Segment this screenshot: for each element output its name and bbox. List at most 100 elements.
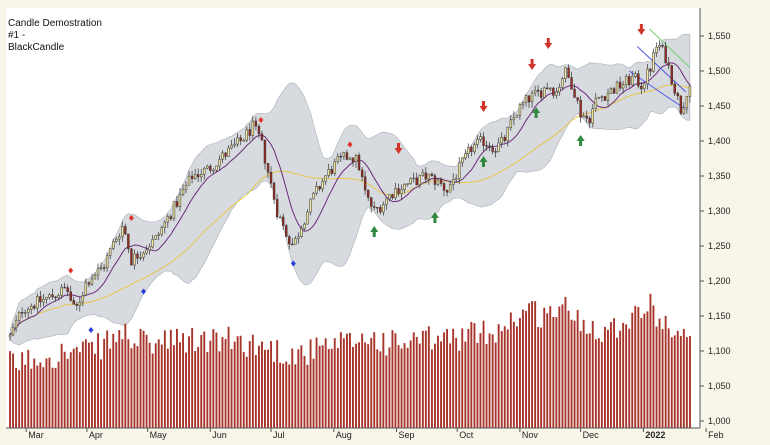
candle-down	[351, 157, 355, 163]
volume-bar	[148, 342, 151, 428]
candle-down	[69, 291, 72, 301]
chart-title-line-3: BlackCandle	[8, 42, 65, 53]
candle-down	[291, 243, 294, 246]
volume-bar	[179, 342, 181, 428]
candle-down	[39, 296, 42, 303]
candle-up	[564, 67, 567, 79]
volume-bar	[24, 364, 27, 428]
x-tick-label: Aug	[336, 430, 352, 440]
candle-up	[23, 312, 27, 314]
candle-down	[661, 45, 664, 47]
candle-up	[406, 183, 409, 185]
candle-up	[93, 274, 97, 280]
candle-up	[30, 305, 33, 310]
candle-down	[272, 182, 276, 200]
volume-bar	[94, 353, 96, 428]
volume-bar	[336, 348, 339, 428]
volume-bar	[349, 333, 351, 428]
candle-down	[124, 226, 127, 235]
volume-bar	[531, 301, 533, 428]
x-tick-label: Jul	[273, 430, 285, 440]
volume-bar	[51, 367, 54, 428]
candle-up	[448, 184, 452, 193]
trend-line-blue	[636, 46, 687, 93]
candle-down	[640, 85, 643, 90]
candle-down	[570, 77, 573, 90]
candle-down	[433, 175, 437, 185]
volume-bar	[564, 296, 567, 428]
volume-bar	[610, 322, 612, 428]
volume-bar	[391, 330, 394, 428]
signal-markers	[68, 24, 646, 333]
candle-up	[148, 246, 151, 251]
volume-bar	[619, 330, 622, 428]
volume-bar	[546, 313, 549, 428]
volume-bars	[9, 293, 691, 428]
chart-title-line-2: #1 -	[8, 30, 25, 41]
volume-bar	[118, 330, 121, 428]
candle-down	[51, 294, 54, 298]
volume-bar	[607, 329, 609, 428]
candle-up	[582, 115, 585, 118]
volume-bar	[303, 355, 306, 428]
volume-bar	[604, 326, 606, 428]
volume-bar	[342, 338, 345, 428]
volume-bar	[640, 318, 643, 428]
candle-down	[491, 147, 494, 152]
volume-bar	[294, 364, 297, 428]
volume-bar	[267, 349, 269, 428]
volume-bar	[600, 341, 603, 428]
volume-bar	[157, 339, 160, 428]
volume-bar	[15, 368, 17, 428]
candle-down	[257, 125, 261, 135]
volume-bar	[461, 328, 464, 428]
candle-up	[45, 297, 48, 300]
candle-up	[321, 181, 324, 190]
candle-down	[637, 73, 640, 87]
candle-up	[17, 312, 21, 321]
volume-bar	[258, 345, 260, 428]
y-tick-label: 1,150	[708, 311, 731, 321]
volume-bar	[573, 320, 576, 428]
volume-bar	[297, 349, 300, 428]
candle-down	[576, 97, 579, 101]
candle-up	[48, 294, 51, 298]
volume-bar	[394, 333, 397, 428]
volume-bar	[537, 327, 540, 428]
volume-bar	[100, 359, 102, 428]
candle-up	[242, 139, 245, 142]
candle-down	[664, 46, 667, 64]
candle-up	[218, 159, 221, 167]
volume-bar	[306, 364, 309, 428]
candle-up	[105, 255, 109, 269]
volume-bar	[370, 337, 373, 428]
candle-down	[676, 93, 679, 97]
candle-down	[263, 140, 267, 164]
candle-down	[20, 312, 24, 314]
volume-bar	[333, 338, 336, 428]
volume-bar	[212, 329, 215, 428]
volume-bar	[221, 337, 224, 428]
volume-bar	[464, 341, 467, 428]
x-tick-label: Jun	[212, 430, 227, 440]
candle-up	[555, 91, 558, 96]
candle-up	[157, 233, 160, 236]
candle-down	[266, 163, 270, 173]
down-arrow-marker	[544, 38, 553, 49]
candle-down	[54, 296, 57, 299]
candle-down	[190, 175, 194, 179]
candle-up	[530, 92, 534, 103]
candle-up	[385, 198, 388, 205]
volume-bar	[312, 358, 315, 428]
candle-down	[670, 65, 673, 85]
candle-up	[42, 299, 45, 303]
volume-bar	[57, 361, 60, 428]
candle-down	[373, 206, 376, 208]
candle-up	[336, 155, 340, 162]
candle-down	[482, 136, 485, 146]
down-arrow-marker	[394, 143, 403, 154]
candle-up	[212, 169, 215, 172]
volume-bar	[321, 345, 324, 428]
volume-bar	[667, 328, 670, 428]
volume-bar	[173, 345, 175, 428]
